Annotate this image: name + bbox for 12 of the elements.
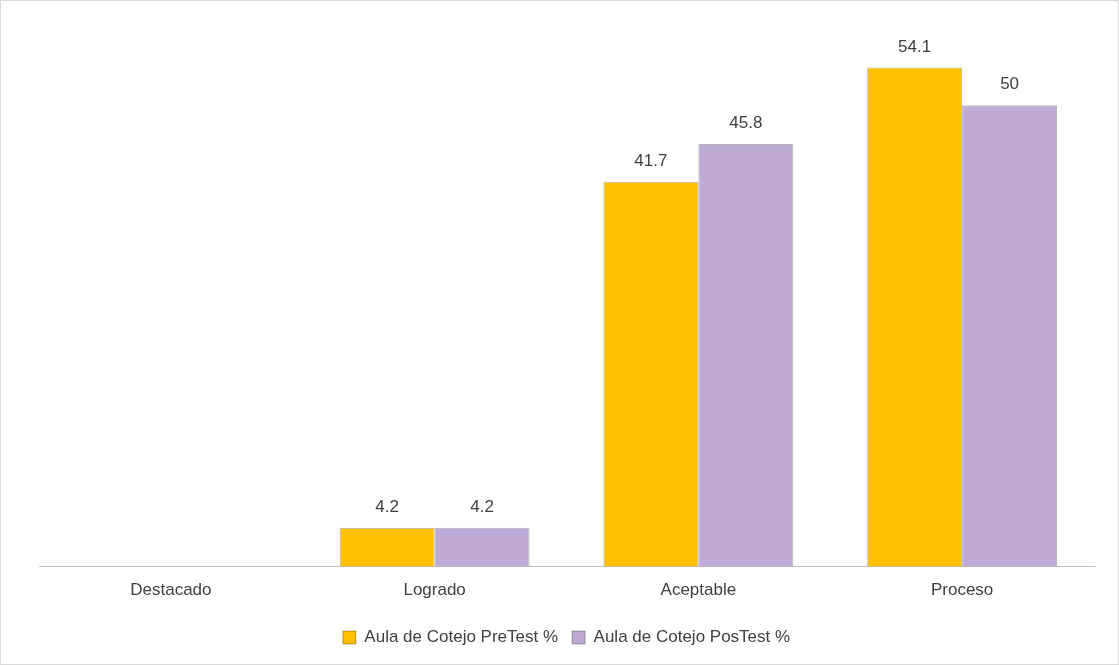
x-tick-label: Logrado bbox=[403, 580, 466, 600]
x-tick-label: Aceptable bbox=[660, 580, 737, 600]
x-tick-label: Destacado bbox=[130, 580, 212, 600]
legend-label: Aula de Cotejo PosTest % bbox=[593, 627, 791, 647]
data-label: 45.8 bbox=[729, 113, 763, 133]
x-tick-label: Proceso bbox=[930, 580, 994, 600]
data-label: 4.2 bbox=[375, 497, 399, 517]
legend-label: Aula de Cotejo PreTest % bbox=[364, 627, 559, 647]
data-label: 50 bbox=[1000, 74, 1020, 94]
data-label: 54.1 bbox=[898, 36, 932, 56]
data-label: 41.7 bbox=[634, 151, 668, 171]
data-label: 4.2 bbox=[470, 497, 494, 517]
